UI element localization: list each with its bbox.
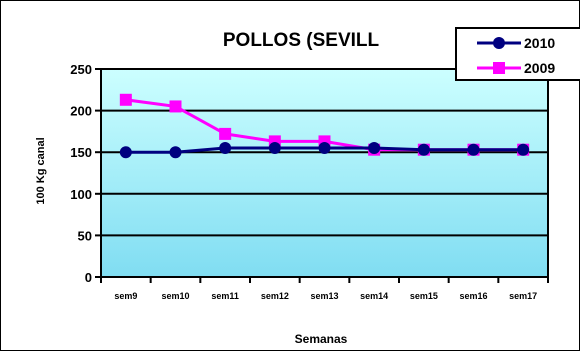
x-tick-label: sem16 [459,291,487,301]
y-axis-label: 100 Kg canal [35,137,47,204]
data-point-2010 [467,143,480,156]
x-tick-label: sem14 [360,291,388,301]
data-point-2010 [119,146,132,159]
y-tick-label: 200 [70,104,92,119]
y-tick-label: 0 [85,270,92,285]
data-series [119,93,530,159]
data-point-2010 [169,146,182,159]
y-tick-label: 100 [70,187,92,202]
data-point-2009 [219,127,232,140]
legend-marker-2010 [493,37,505,49]
x-tick-label: sem9 [114,291,137,301]
x-tick-label: sem13 [310,291,338,301]
y-axis-tick-labels: 0 50 100 150 200 250 [70,62,92,285]
chart-title: POLLOS (SEVILL [223,30,380,51]
legend: 2010 2009 [455,27,580,81]
y-tick-label: 250 [70,62,92,77]
legend-label-2010: 2010 [524,35,555,51]
data-point-2010 [417,143,430,156]
data-point-2009 [119,93,132,106]
legend-box [455,27,580,81]
data-point-2010 [368,142,381,155]
x-tick-label: sem15 [410,291,438,301]
x-tick-label: sem10 [161,291,189,301]
plot-area [100,68,549,278]
data-point-2009 [169,100,182,113]
x-axis-label: Semanas [295,332,348,346]
legend-marker-2009 [493,62,505,74]
y-tick-label: 150 [70,145,92,160]
data-point-2010 [268,142,281,155]
data-point-2010 [219,142,232,155]
y-tick-label: 50 [78,228,92,243]
x-tick-label: sem12 [261,291,289,301]
legend-label-2009: 2009 [524,60,555,76]
x-axis-tick-labels: sem9 sem10 sem11 sem12 sem13 sem14 sem15 sem16 s… [100,277,549,301]
x-tick-label: sem17 [509,291,537,301]
data-point-2010 [318,142,331,155]
data-point-2010 [517,143,530,156]
x-tick-label: sem11 [211,291,239,301]
